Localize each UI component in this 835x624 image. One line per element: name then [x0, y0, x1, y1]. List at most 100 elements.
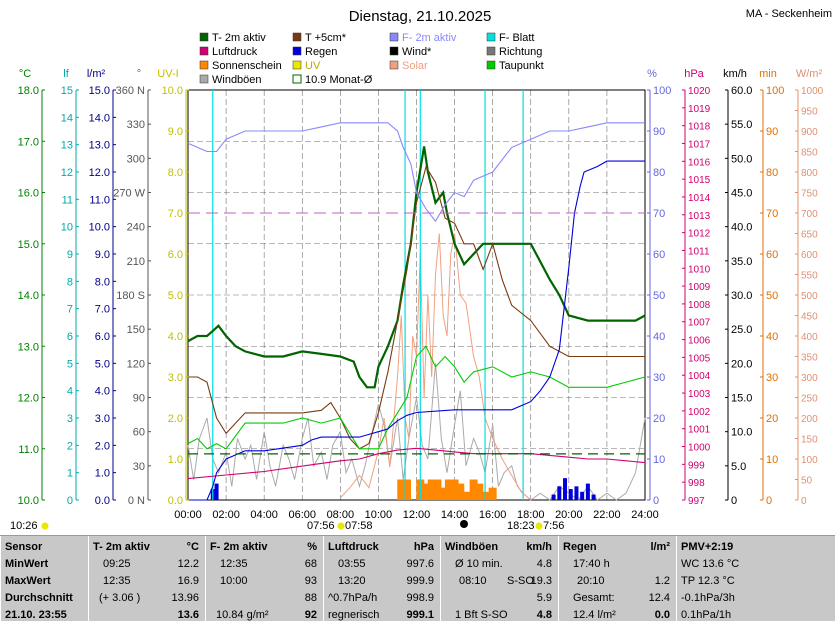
- stats-col-pmv: PMV+2:19 WC 13.6 °C TP 12.3 °C -0.1hPa/3…: [676, 536, 835, 621]
- footer-right-time: 18:23: [507, 520, 535, 532]
- tick-label-rain: 9.0: [95, 249, 110, 261]
- tick-label-solar: 650: [801, 230, 818, 241]
- stats-t2m-current: 13.6: [177, 609, 199, 621]
- tick-label-hum: 30: [653, 372, 665, 384]
- tick-label-temp: 11.0: [18, 444, 39, 456]
- tick-label-press: 1013: [688, 211, 711, 222]
- unit-press: hPa: [684, 68, 704, 80]
- tick-label-wind: 0: [731, 495, 737, 507]
- legend-label: Taupunkt: [499, 60, 544, 72]
- bar-sonne: [402, 479, 411, 500]
- tick-label-wind: 20.0: [731, 358, 752, 370]
- legend-swatch: [292, 74, 302, 84]
- axes: 10.011.012.013.014.015.016.017.018.00123…: [18, 85, 824, 521]
- tick-label-press: 1015: [688, 175, 711, 186]
- tick-label-rain: 8.0: [95, 276, 110, 288]
- tick-label-wind: 25.0: [731, 324, 752, 336]
- stats-wind-max-dir: S-SO: [507, 575, 534, 587]
- bar-regen: [557, 486, 562, 500]
- x-tick-label: 10:00: [365, 509, 393, 521]
- series-taupunkt: [187, 345, 646, 450]
- bar-regen: [214, 483, 219, 500]
- tick-label-wind: 45.0: [731, 188, 752, 200]
- stats-pmv-tp: TP 12.3 °C: [681, 575, 735, 587]
- sun-icon: [41, 522, 49, 530]
- legend-swatch: [199, 60, 209, 70]
- tick-label-wind: 15.0: [731, 393, 752, 405]
- tick-label-rain: 15.0: [89, 85, 110, 97]
- stats-regen-head: Regen: [563, 541, 597, 553]
- tick-label-sun: 20: [766, 413, 778, 425]
- legend-swatch: [199, 46, 209, 56]
- tick-label-sun: 0: [766, 495, 772, 507]
- tick-label-rain: 11.0: [89, 194, 110, 206]
- bar-regen: [580, 491, 585, 500]
- bar-sonne: [433, 479, 442, 500]
- tick-label-rain: 7.0: [95, 304, 110, 316]
- sun-icon: [535, 522, 543, 530]
- legend-label: Richtung: [499, 46, 542, 58]
- tick-label-hum: 70: [653, 208, 665, 220]
- tick-label-press: 1012: [688, 229, 711, 240]
- tick-label-sun: 90: [766, 126, 778, 138]
- tick-label-wind: 10.0: [731, 427, 752, 439]
- tick-label-press: 1007: [688, 318, 711, 329]
- tick-label-rain: 10.0: [89, 222, 110, 234]
- tick-label-hum: 50: [653, 290, 665, 302]
- x-tick-label: 00:00: [174, 509, 202, 521]
- tick-label-press: 1005: [688, 353, 711, 364]
- stats-row-max: MaxWert: [5, 575, 51, 587]
- stats-table: Sensor MinWert MaxWert Durchschnitt 21.1…: [0, 535, 835, 621]
- stats-sensor-head: Sensor: [5, 541, 43, 553]
- stats-f2m-max: 93: [304, 575, 317, 587]
- bar-regen: [568, 489, 573, 500]
- tick-label-leaf: 14: [61, 112, 73, 124]
- tick-label-uv: 0.0: [168, 495, 183, 507]
- tick-label-press: 1003: [688, 389, 711, 400]
- tick-label-rain: 2.0: [95, 440, 110, 452]
- stats-col-sensor: Sensor MinWert MaxWert Durchschnitt 21.1…: [0, 536, 88, 621]
- tick-label-solar: 550: [801, 271, 818, 282]
- tick-label-rain: 6.0: [95, 331, 110, 343]
- tick-label-solar: 500: [801, 291, 818, 302]
- stats-druck-max: 999.9: [406, 575, 434, 587]
- tick-label-solar: 400: [801, 332, 818, 343]
- stats-col-regen: Regen l/m² 17:40 h 20:10 1.2 Gesamt: 12.4 1…: [558, 536, 676, 621]
- stats-f2m-current: 92: [304, 609, 317, 621]
- tick-label-leaf: 9: [67, 249, 73, 261]
- tick-label-press: 1009: [688, 282, 711, 293]
- moon-icon: [460, 520, 468, 528]
- stats-druck-trend: ^0.7hPa/h: [328, 592, 378, 604]
- tick-label-leaf: 12: [61, 167, 73, 179]
- bar-sonne: [397, 479, 406, 500]
- x-tick-label: 22:00: [593, 509, 621, 521]
- tick-label-solar: 950: [801, 107, 818, 118]
- tick-label-solar: 850: [801, 148, 818, 159]
- stats-wind-unit: km/h: [526, 541, 552, 553]
- axis-units: °C lf l/m² ° UV-I% hPa km/h min W/m²: [19, 68, 823, 80]
- legend-swatch: [292, 32, 302, 42]
- tick-label-temp: 12.0: [18, 393, 39, 405]
- legend-label: UV: [305, 60, 321, 72]
- stats-wind-max-time: 08:10: [459, 575, 487, 587]
- tick-label-dir: 300: [127, 153, 145, 165]
- legend-swatch: [486, 46, 496, 56]
- bar-sonne: [450, 479, 459, 500]
- legend-swatch: [389, 60, 399, 70]
- tick-label-hum: 40: [653, 331, 665, 343]
- series-luftdruck: [187, 447, 646, 480]
- series-solar: [339, 233, 532, 501]
- stats-col-t2m: T- 2m aktiv °C 09:25 12.2 12:35 16.9 (+ 3.0…: [88, 536, 205, 621]
- tick-label-wind: 35.0: [731, 256, 752, 268]
- stats-col-f2m: F- 2m aktiv% 12:35 68 10:00 93 88 10.84 g/…: [205, 536, 323, 621]
- stats-regen-current: 0.0: [654, 609, 670, 621]
- stats-regen-duration: 17:40 h: [573, 558, 610, 570]
- stats-druck-min-time: 03:55: [338, 558, 366, 570]
- tick-label-sun: 60: [766, 249, 778, 261]
- tick-label-leaf: 0: [67, 495, 73, 507]
- bar-sonne: [439, 487, 448, 500]
- x-tick-label: 04:00: [250, 509, 278, 521]
- x-tick-label: 08:00: [327, 509, 355, 521]
- series-f2m: [187, 122, 645, 223]
- legend-swatch: [292, 60, 302, 70]
